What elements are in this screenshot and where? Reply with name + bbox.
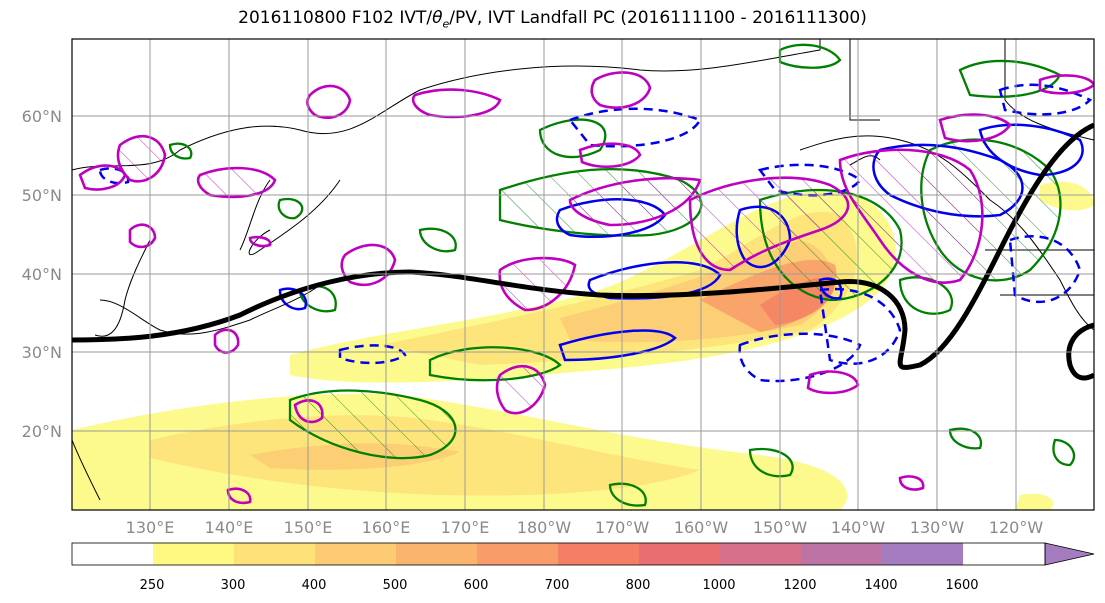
map-panel: [72, 39, 1094, 510]
lon-label: 150°W: [753, 518, 808, 537]
colorbar-segment: [558, 543, 639, 565]
colorbar-frame: [71, 542, 1046, 566]
map-frame: [71, 38, 1095, 511]
lat-label: 30°N: [22, 343, 62, 362]
colorbar-tick-label: 300: [221, 578, 246, 593]
colorbar-tick-label: 600: [464, 578, 489, 593]
colorbar-segment: [477, 543, 558, 565]
latitude-labels: 60°N 50°N 40°N 30°N 20°N: [22, 107, 62, 441]
colorbar-tick-label: 800: [626, 578, 651, 593]
colorbar-segment: [234, 543, 315, 565]
colorbar-segment: [396, 543, 477, 565]
jet-contour-east: [1066, 322, 1094, 381]
title-rest: /PV, IVT Landfall PC (2016111100 - 20161…: [449, 8, 867, 28]
colorbar-tick-label: 400: [302, 578, 327, 593]
lat-label: 60°N: [22, 107, 62, 126]
lon-label: 140°E: [205, 518, 254, 537]
lon-label: 170°E: [441, 518, 490, 537]
colorbar-tick-label: 1400: [864, 578, 897, 593]
colorbar-segment: [801, 543, 882, 565]
colorbar-tick-label: 1000: [702, 578, 735, 593]
colorbar: 250 300 400 500 600 700 800 1000 1200 14…: [71, 542, 1095, 593]
lon-label: 170°W: [595, 518, 650, 537]
colorbar-tick-label: 1200: [783, 578, 816, 593]
lon-label: 140°W: [831, 518, 886, 537]
colorbar-tick-label: 500: [383, 578, 408, 593]
colorbar-segment: [720, 543, 801, 565]
colorbar-tick-label: 250: [140, 578, 165, 593]
lon-label: 180°W: [517, 518, 572, 537]
title-text: 2016110800 F102 IVT/: [238, 8, 433, 28]
colorbar-labels: 250 300 400 500 600 700 800 1000 1200 14…: [140, 578, 979, 593]
colorbar-segment: [639, 543, 720, 565]
title-theta: θ: [432, 8, 443, 28]
colorbar-segment: [882, 543, 963, 565]
lon-label: 160°W: [674, 518, 729, 537]
ivt-shading: [72, 181, 1094, 510]
lon-label: 150°E: [284, 518, 333, 537]
lon-label: 130°W: [910, 518, 965, 537]
colorbar-tick-label: 700: [545, 578, 570, 593]
lat-label: 20°N: [22, 422, 62, 441]
colorbar-extend-arrow: [1044, 542, 1095, 566]
lat-label: 40°N: [22, 265, 62, 284]
ivt-pc-contours: [78, 71, 1094, 505]
gridlines: [72, 39, 1094, 510]
figure-title: 2016110800 F102 IVT/θe/PV, IVT Landfall …: [0, 8, 1105, 30]
colorbar-segment: [315, 543, 396, 565]
jet-contour: [72, 122, 1094, 370]
colorbar-tick-label: 1600: [945, 578, 978, 593]
lon-label: 130°E: [126, 518, 175, 537]
colorbar-segments: [72, 543, 963, 565]
colorbar-segment: [72, 543, 153, 565]
lat-label: 50°N: [22, 186, 62, 205]
colorbar-segment: [153, 543, 234, 565]
lon-label: 160°E: [362, 518, 411, 537]
longitude-labels: 130°E 140°E 150°E 160°E 170°E 180°W 170°…: [126, 518, 1044, 537]
title-subscript: e: [442, 17, 450, 31]
lon-label: 120°W: [989, 518, 1044, 537]
